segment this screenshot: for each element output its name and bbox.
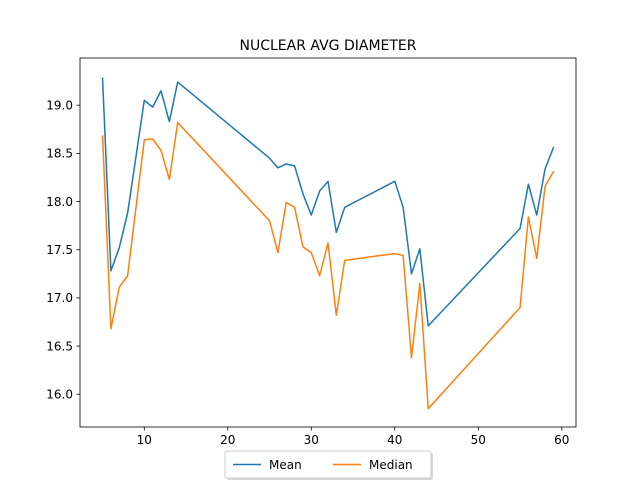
legend-box xyxy=(224,450,432,479)
y-tick-label: 16.5 xyxy=(46,339,73,353)
x-tick-label: 30 xyxy=(304,433,319,447)
legend-label-mean: Mean xyxy=(269,458,302,472)
series-line-mean xyxy=(101,77,555,327)
y-tick-label: 16.0 xyxy=(46,388,73,402)
plot-area xyxy=(101,77,555,410)
x-tick-label: 20 xyxy=(220,433,235,447)
y-tick-label: 17.5 xyxy=(46,243,73,257)
legend: Mean Median xyxy=(224,450,433,480)
series-line-median xyxy=(101,121,555,410)
x-tick-label: 50 xyxy=(471,433,486,447)
y-tick-label: 17.0 xyxy=(46,291,73,305)
y-tick-label: 18.0 xyxy=(46,195,73,209)
y-tick-label: 18.5 xyxy=(46,147,73,161)
x-tick-label: 10 xyxy=(137,433,152,447)
axes: 10 20 30 40 50 60 16.0 16.5 17.0 17.5 18.0 18.5 19.0 xyxy=(46,57,577,447)
legend-label-median: Median xyxy=(369,458,413,472)
x-tick-label: 40 xyxy=(387,433,402,447)
y-tick-label: 19.0 xyxy=(46,99,73,113)
x-tick-label: 60 xyxy=(554,433,569,447)
axes-frame xyxy=(79,57,577,428)
chart-title: NUCLEAR AVG DIAMETER xyxy=(240,38,417,54)
